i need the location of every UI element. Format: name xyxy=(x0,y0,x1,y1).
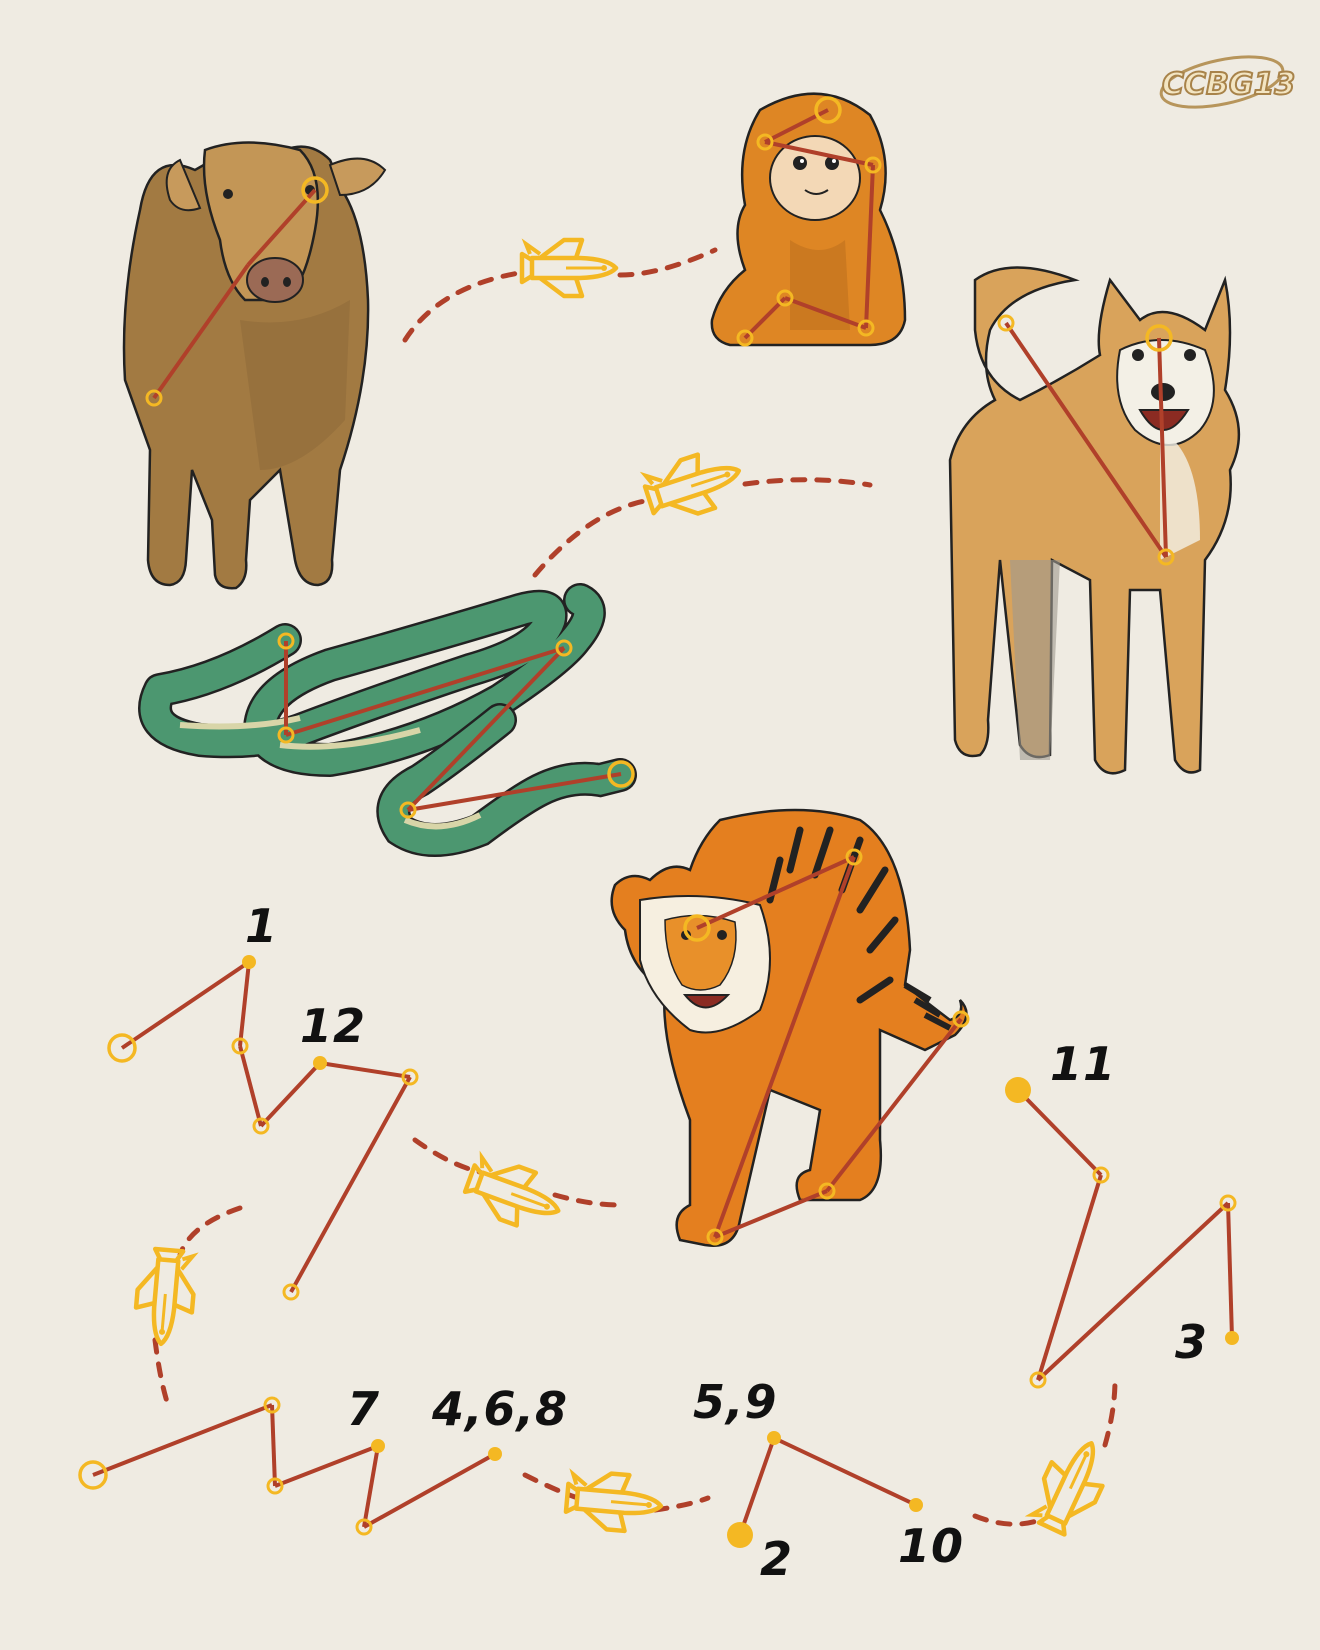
ox-illustration xyxy=(122,141,387,590)
shuttle-icon xyxy=(522,240,616,296)
dog-illustration xyxy=(948,266,1241,775)
constellation-right-nodes xyxy=(1005,1077,1239,1389)
snake-illustration xyxy=(138,583,637,857)
logo-text: CCBG13 xyxy=(1162,67,1295,102)
constellation-bottom-nodes xyxy=(78,1396,923,1548)
constellation-right xyxy=(1016,1088,1234,1382)
shuttle-icon xyxy=(460,1152,567,1237)
tiger-illustration xyxy=(610,808,970,1247)
monkey-illustration xyxy=(710,92,907,347)
label-3: 3 xyxy=(1175,1315,1208,1369)
constellation-bottom xyxy=(92,1403,917,1536)
label-11: 11 xyxy=(1050,1037,1116,1091)
shuttle-icon xyxy=(133,1248,197,1347)
shuttle-icon xyxy=(565,1470,664,1534)
label-12: 12 xyxy=(300,999,366,1053)
shuttle-icon xyxy=(1026,1431,1116,1540)
label-5-9: 5,9 xyxy=(693,1375,778,1429)
label-10: 10 xyxy=(898,1519,964,1573)
label-2: 2 xyxy=(760,1532,793,1586)
label-4-6-8: 4,6,8 xyxy=(431,1382,568,1436)
label-1: 1 xyxy=(245,899,278,953)
brand-logo: CCBG13 xyxy=(1159,55,1296,109)
label-7: 7 xyxy=(347,1382,380,1436)
constellation-left-nodes xyxy=(107,955,419,1301)
shuttle-icon xyxy=(641,444,748,526)
flight-paths xyxy=(152,247,1118,1527)
constellation-left xyxy=(120,960,412,1293)
